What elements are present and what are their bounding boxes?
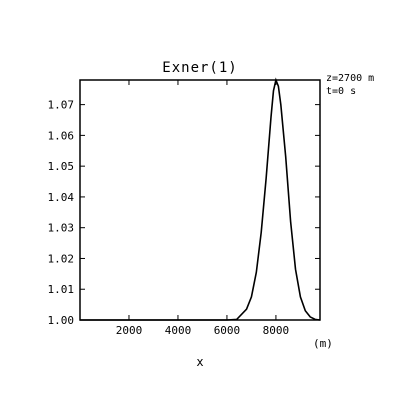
x-tick-label: 4000 <box>165 324 192 337</box>
y-tick-label: 1.06 <box>48 129 75 142</box>
x-axis: 2000 4000 6000 8000 <box>116 80 289 337</box>
plot-frame <box>79 79 321 321</box>
y-tick-label: 1.05 <box>48 160 75 173</box>
x-axis-label: x <box>196 355 203 369</box>
annotation-z: z=2700 m <box>326 73 374 84</box>
x-tick-label: 2000 <box>116 324 143 337</box>
chart-title: Exner(1) <box>162 60 237 76</box>
y-axis: 1.00 1.01 1.02 1.03 1.04 1.05 1.06 1.07 <box>48 99 320 327</box>
x-tick-label: 6000 <box>214 324 241 337</box>
y-tick-label: 1.00 <box>48 314 75 327</box>
annotation-t: t=0 s <box>326 86 356 97</box>
y-tick-label: 1.07 <box>48 99 75 112</box>
y-tick-label: 1.03 <box>48 222 75 235</box>
y-tick-label: 1.02 <box>48 252 75 265</box>
y-tick-label: 1.04 <box>48 191 75 204</box>
y-tick-label: 1.01 <box>48 283 75 296</box>
x-tick-label: 8000 <box>263 324 290 337</box>
x-axis-unit: (m) <box>313 337 333 350</box>
exner-series-line <box>80 77 321 321</box>
